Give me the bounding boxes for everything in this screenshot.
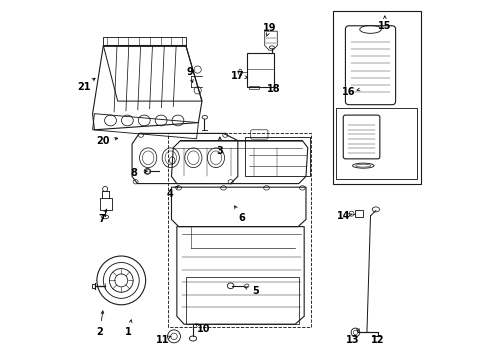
Text: 7: 7 [98, 215, 105, 224]
Text: 2: 2 [97, 327, 103, 337]
Text: 14: 14 [337, 211, 350, 221]
Text: 5: 5 [252, 286, 259, 296]
Text: 16: 16 [342, 87, 356, 97]
Text: 3: 3 [217, 146, 223, 156]
Text: 11: 11 [156, 334, 169, 345]
Text: 13: 13 [346, 334, 359, 345]
Text: 18: 18 [267, 84, 280, 94]
Text: 9: 9 [186, 67, 193, 77]
Text: 17: 17 [231, 71, 245, 81]
Text: 6: 6 [238, 213, 245, 222]
Text: 21: 21 [77, 82, 90, 92]
Text: 12: 12 [371, 334, 385, 345]
Text: 20: 20 [97, 136, 110, 145]
Text: 15: 15 [378, 21, 392, 31]
Text: 1: 1 [125, 327, 132, 337]
Text: 10: 10 [197, 324, 211, 334]
Text: 8: 8 [130, 168, 137, 178]
Text: 19: 19 [263, 23, 277, 33]
Text: 4: 4 [166, 189, 173, 199]
